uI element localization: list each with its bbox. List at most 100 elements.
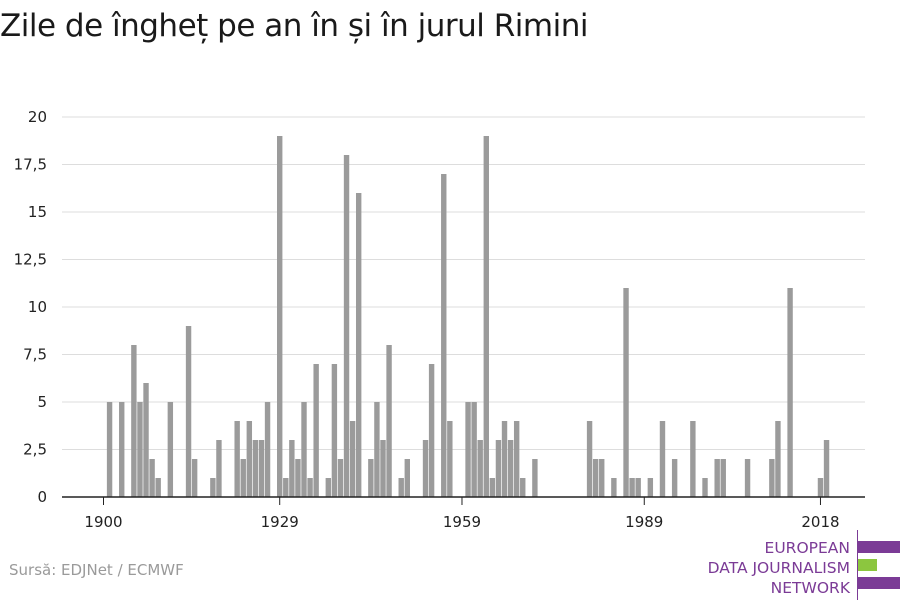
bar-1901	[106, 402, 113, 497]
y-tick-label: 5	[37, 393, 47, 411]
bar-1999	[702, 478, 708, 497]
y-tick-label: 15	[28, 203, 47, 221]
bar-1965	[495, 440, 502, 497]
bar-1918	[210, 478, 216, 497]
bar-1984	[611, 478, 617, 497]
bar-1929	[277, 136, 283, 497]
bar-1906	[137, 402, 143, 497]
bar-1924	[246, 421, 253, 497]
bar-2010	[769, 459, 775, 497]
bar-1915	[191, 459, 198, 497]
bar-1988	[635, 478, 641, 497]
logo-separator	[857, 530, 858, 600]
bar-1923	[240, 459, 246, 497]
bar-1949	[398, 478, 404, 497]
x-tick-label: 1959	[443, 513, 481, 531]
bar-1997	[690, 421, 696, 497]
bar-1966	[501, 421, 508, 497]
bar-1942	[355, 193, 362, 497]
bar-1927	[264, 402, 271, 497]
y-tick-label: 2,5	[23, 441, 47, 459]
bar-1905	[131, 345, 137, 497]
bar-1930	[283, 478, 289, 497]
bar-1957	[447, 421, 453, 497]
bar-1969	[520, 478, 526, 497]
bar-1933	[301, 402, 307, 497]
bar-1903	[119, 402, 125, 497]
bar-1939	[337, 459, 344, 497]
y-axis-labels: 0 2,5 5 7,5 10 12,5 15 17,5 20	[14, 108, 47, 506]
logo-line-1: EUROPEAN	[764, 539, 850, 557]
bar-1945	[374, 402, 380, 497]
bar-1908	[149, 459, 155, 497]
x-axis-ticks: 1900 1929 1959 1989 2018	[84, 497, 840, 531]
bar-1909	[155, 478, 161, 497]
bar-1941	[349, 421, 356, 497]
bar-1963	[483, 136, 489, 497]
bars	[106, 136, 830, 497]
bar-1961	[471, 402, 477, 497]
bar-2019	[823, 440, 830, 497]
bar-1947	[386, 345, 392, 497]
bar-1940	[343, 155, 350, 497]
y-tick-label: 7,5	[23, 346, 47, 364]
bar-1986	[623, 288, 629, 497]
bar-1981	[592, 459, 599, 497]
bar-1956	[441, 174, 447, 497]
bar-1954	[428, 364, 435, 497]
y-tick-label: 20	[28, 108, 47, 126]
bar-2011	[775, 421, 781, 497]
logo-line-3: NETWORK	[770, 579, 850, 597]
bar-2002	[720, 459, 726, 497]
bar-2018	[817, 478, 824, 497]
y-tick-label: 12,5	[14, 251, 47, 269]
edjnet-logo: EUROPEAN DATA JOURNALISM NETWORK	[690, 530, 900, 600]
bar-1967	[507, 440, 514, 497]
bar-1971	[532, 459, 538, 497]
bar-1907	[143, 383, 149, 497]
bar-1990	[647, 478, 654, 497]
bar-1992	[659, 421, 666, 497]
bar-1960	[465, 402, 471, 497]
logo-bar-bottom	[858, 577, 900, 589]
y-tick-label: 17,5	[14, 156, 47, 174]
bar-1944	[368, 459, 374, 497]
bar-1994	[671, 459, 678, 497]
source-note: Sursă: EDJNet / ECMWF	[9, 561, 184, 579]
bar-1935	[313, 364, 319, 497]
x-tick-label: 1900	[84, 513, 122, 531]
logo-bar-middle	[858, 559, 877, 571]
bar-2006	[744, 459, 751, 497]
x-tick-label: 1989	[625, 513, 663, 531]
bar-2001	[714, 459, 720, 497]
logo-bar-top	[858, 541, 900, 553]
bar-1968	[513, 421, 520, 497]
logo-text: EUROPEAN DATA JOURNALISM NETWORK	[708, 538, 850, 598]
bar-1911	[167, 402, 174, 497]
bar-2013	[787, 288, 793, 497]
bar-1946	[380, 440, 386, 497]
bar-1926	[258, 440, 265, 497]
y-tick-label: 0	[37, 488, 47, 506]
bar-1932	[295, 459, 301, 497]
bar-1914	[185, 326, 192, 497]
bar-1934	[307, 478, 313, 497]
gridlines	[62, 116, 865, 450]
chart-title: Zile de îngheț pe an în și în jurul Rimi…	[0, 8, 588, 44]
bar-1938	[331, 364, 338, 497]
bar-1922	[234, 421, 240, 497]
x-tick-label: 1929	[261, 513, 299, 531]
bar-1982	[599, 459, 605, 497]
x-tick-label: 2018	[801, 513, 839, 531]
bar-1980	[586, 421, 593, 497]
bar-1962	[477, 440, 483, 497]
bar-1950	[404, 459, 410, 497]
bar-1931	[289, 440, 295, 497]
bar-1919	[216, 440, 222, 497]
bar-1964	[489, 478, 496, 497]
bar-1937	[325, 478, 332, 497]
bar-1953	[422, 440, 429, 497]
y-tick-label: 10	[28, 298, 47, 316]
bar-1925	[252, 440, 259, 497]
